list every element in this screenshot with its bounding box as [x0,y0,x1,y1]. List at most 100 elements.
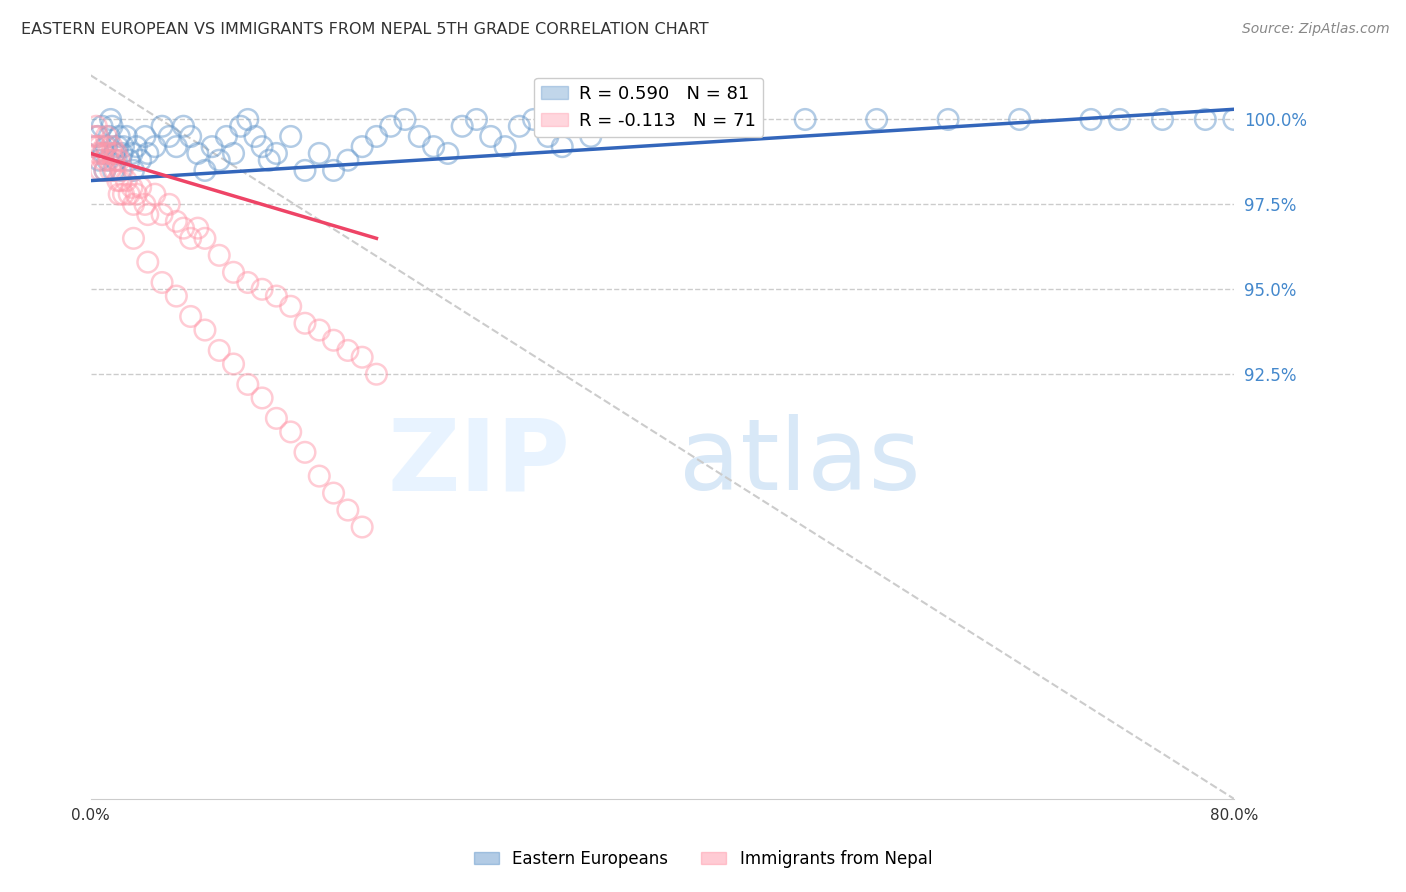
Point [180,231,202,245]
Point [180,129,202,144]
Point [150,276,173,290]
Point [103,153,125,168]
Point [208,343,231,358]
Point [1223,112,1246,127]
Point [215,129,238,144]
Point [422,139,444,153]
Point [551,139,574,153]
Point [107,139,129,153]
Point [98,153,121,168]
Point [134,197,156,211]
Point [266,146,288,161]
Point [101,120,124,134]
Point [222,357,245,371]
Point [523,112,546,127]
Point [194,231,217,245]
Point [408,129,430,144]
Point [134,129,156,144]
Legend: R = 0.590   N = 81, R = -0.113   N = 71: R = 0.590 N = 81, R = -0.113 N = 71 [534,78,763,137]
Point [112,139,135,153]
Point [336,503,359,517]
Point [479,129,502,144]
Point [96,139,118,153]
Point [125,139,148,153]
Point [352,350,374,364]
Point [98,129,121,144]
Point [89,153,111,168]
Point [208,248,231,262]
Point [108,129,131,144]
Point [94,163,117,178]
Point [143,187,166,202]
Point [108,187,131,202]
Point [93,153,115,168]
Point [105,153,128,168]
Point [121,146,143,161]
Point [243,129,266,144]
Point [579,129,602,144]
Point [110,173,132,187]
Point [259,153,281,168]
Point [1251,112,1274,127]
Point [280,129,302,144]
Point [1294,112,1316,127]
Point [352,520,374,534]
Point [366,368,388,382]
Point [87,129,110,144]
Point [97,146,120,161]
Point [100,163,122,178]
Point [222,146,245,161]
Text: EASTERN EUROPEAN VS IMMIGRANTS FROM NEPAL 5TH GRADE CORRELATION CHART: EASTERN EUROPEAN VS IMMIGRANTS FROM NEPA… [21,22,709,37]
Point [136,146,159,161]
Point [136,208,159,222]
Point [322,486,344,500]
Point [87,146,110,161]
Point [336,343,359,358]
Point [112,187,135,202]
Point [679,112,702,127]
Point [121,180,143,194]
Point [94,163,117,178]
Point [1152,112,1174,127]
Point [129,180,152,194]
Point [90,163,112,178]
Point [294,316,316,330]
Point [104,146,127,161]
Point [165,214,187,228]
Point [108,153,131,168]
Point [201,139,224,153]
Point [91,146,114,161]
Point [865,112,887,127]
Point [208,153,231,168]
Point [91,120,114,134]
Point [96,129,118,144]
Point [105,146,128,161]
Point [83,139,105,153]
Point [187,146,209,161]
Point [294,163,316,178]
Point [308,469,330,483]
Text: Source: ZipAtlas.com: Source: ZipAtlas.com [1241,22,1389,37]
Point [125,187,148,202]
Point [122,163,145,178]
Point [266,411,288,425]
Point [122,231,145,245]
Point [157,197,180,211]
Point [94,139,117,153]
Legend: Eastern Europeans, Immigrants from Nepal: Eastern Europeans, Immigrants from Nepal [467,844,939,875]
Point [118,187,141,202]
Point [1008,112,1031,127]
Point [103,163,125,178]
Point [104,163,127,178]
Point [250,282,273,296]
Text: ZIP: ZIP [388,415,571,511]
Point [111,163,134,178]
Point [229,120,252,134]
Point [150,120,173,134]
Point [936,112,959,127]
Point [794,112,817,127]
Point [322,333,344,347]
Point [111,146,134,161]
Point [250,139,273,153]
Point [294,445,316,459]
